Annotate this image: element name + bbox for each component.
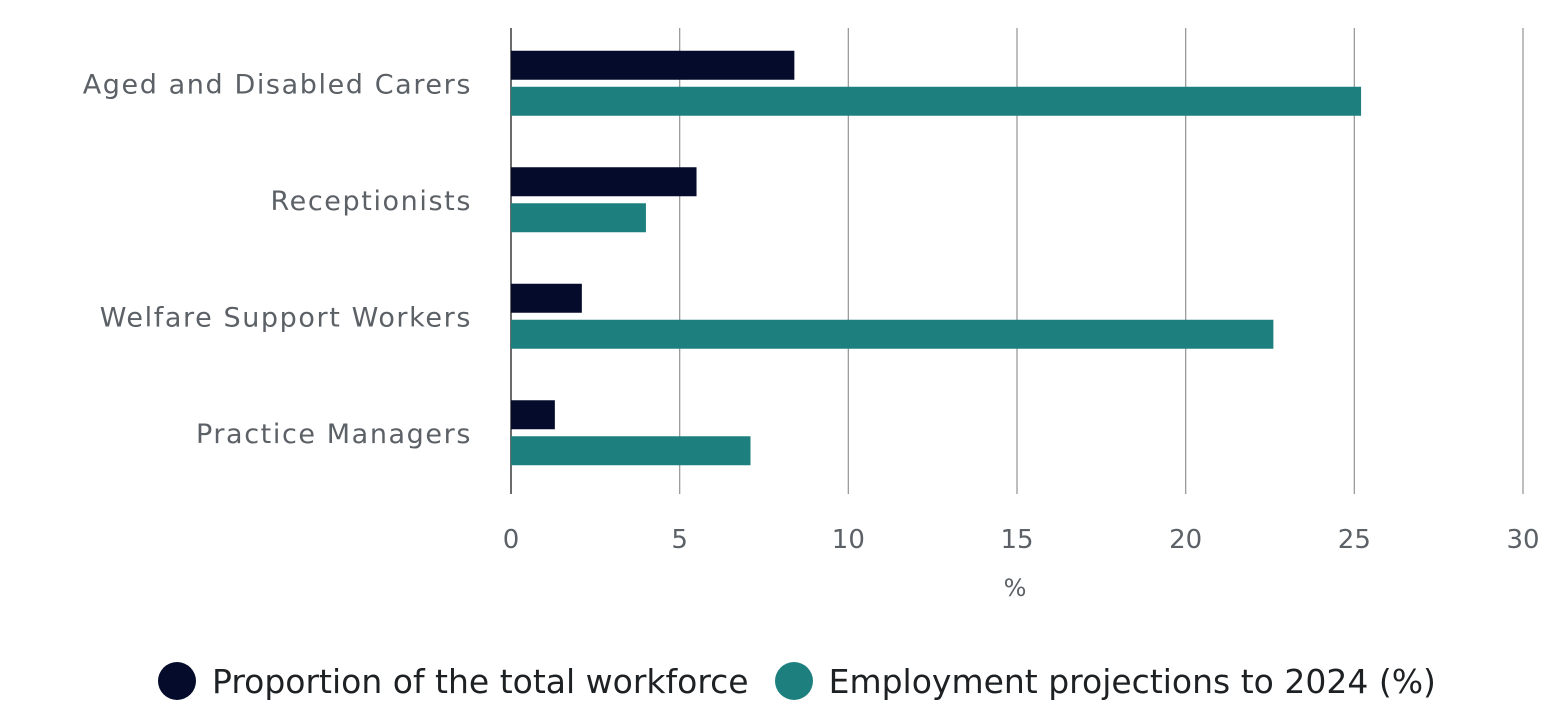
legend-marker-proportion xyxy=(158,662,196,700)
legend: Proportion of the total workforce Employ… xyxy=(158,656,1462,706)
x-tick-label-5: 5 xyxy=(671,525,688,555)
x-tick-label-10: 10 xyxy=(832,525,865,555)
legend-item-proportion: Proportion of the total workforce xyxy=(158,662,749,701)
x-tick-label-0: 0 xyxy=(503,525,520,555)
category-label-welfare-support-workers: Welfare Support Workers xyxy=(100,302,472,333)
x-axis-title: % xyxy=(1004,574,1027,602)
legend-label-proportion: Proportion of the total workforce xyxy=(212,661,749,701)
legend-label-projections: Employment projections to 2024 (%) xyxy=(828,661,1436,701)
category-label-aged-and-disabled-carers: Aged and Disabled Carers xyxy=(83,69,472,100)
x-tick-label-30: 30 xyxy=(1506,525,1539,555)
x-tick-label-25: 25 xyxy=(1338,525,1371,555)
category-label-practice-managers: Practice Managers xyxy=(196,419,472,450)
bar-practice-managers-projection xyxy=(511,436,751,466)
bar-practice-managers-proportion xyxy=(511,400,555,430)
x-tick-label-20: 20 xyxy=(1169,525,1202,555)
bar-receptionists-proportion xyxy=(511,167,697,197)
bar-receptionists-projection xyxy=(511,203,646,233)
bar-aged-and-disabled-carers-projection xyxy=(511,86,1362,116)
category-labels: Aged and Disabled Carers Receptionists Wel… xyxy=(83,69,473,450)
legend-item-projections: Employment projections to 2024 (%) xyxy=(774,661,1436,701)
bar-aged-and-disabled-carers-proportion xyxy=(511,50,795,80)
x-tick-label-15: 15 xyxy=(1000,525,1033,555)
bars xyxy=(511,50,1362,466)
bar-chart: Aged and Disabled Carers Receptionists Wel… xyxy=(83,28,1540,602)
bar-welfare-support-workers-proportion xyxy=(511,283,582,313)
category-label-receptionists: Receptionists xyxy=(271,186,473,217)
x-tick-labels: 0 5 10 15 20 25 30 xyxy=(503,525,1540,555)
legend-marker-projections xyxy=(774,662,813,700)
bar-welfare-support-workers-projection xyxy=(511,319,1274,349)
